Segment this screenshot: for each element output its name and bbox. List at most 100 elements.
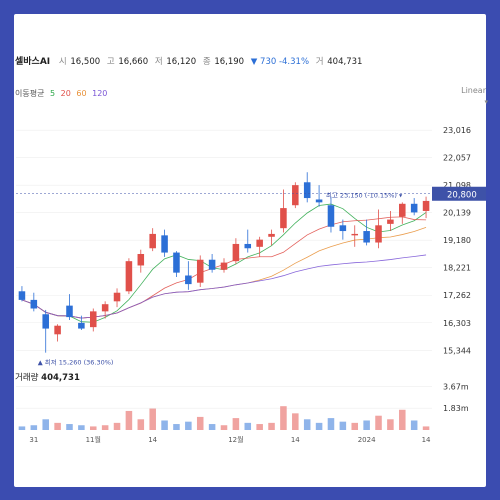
volume-bar — [232, 418, 240, 430]
x-tick-label: 31 — [29, 436, 38, 444]
volume-bar — [185, 421, 192, 430]
candle-body — [363, 231, 370, 243]
volume-bar — [208, 424, 216, 430]
y-tick-label: 15,344 — [443, 346, 471, 355]
volume-bar — [375, 415, 382, 430]
volume-label: 거 — [315, 57, 324, 67]
high-label: 고 — [106, 57, 115, 67]
volume-bar — [137, 419, 145, 430]
volume-tick-label: 1.83m — [443, 404, 469, 413]
candle-body — [42, 314, 49, 329]
ma-5-label[interactable]: 5 — [50, 89, 56, 98]
volume-bar — [422, 426, 430, 430]
volume-bar — [196, 416, 204, 430]
candle-body — [375, 225, 382, 243]
open-label: 시 — [58, 57, 67, 67]
candle-body — [410, 203, 418, 213]
x-tick-label: 14 — [291, 436, 300, 444]
ma-60-label[interactable]: 60 — [76, 89, 87, 98]
candle-body — [268, 233, 275, 237]
volume-tick-label: 3.67m — [443, 382, 469, 391]
volume-bar — [256, 424, 263, 430]
candle-body — [351, 233, 359, 236]
candle-body — [208, 259, 216, 270]
volume-bar — [399, 409, 406, 430]
y-tick-label: 17,262 — [443, 291, 471, 300]
change-value: ▼ 730 -4.31% — [250, 57, 310, 67]
candle-body — [54, 325, 61, 335]
stock-name: 셀바스AI — [15, 57, 51, 67]
volume-total: 404,731 — [41, 373, 80, 383]
x-tick-label: 12월 — [228, 435, 243, 444]
ma-legend-title: 이동평균 — [15, 89, 45, 98]
x-tick-label: 14 — [422, 436, 431, 444]
candle-body — [339, 225, 347, 232]
y-tick-label: 21,098 — [443, 181, 471, 190]
current-price-badge — [432, 186, 486, 201]
candle-body — [315, 199, 323, 203]
current-price-label: 20,800 — [447, 190, 477, 200]
high-value: 16,660 — [118, 57, 149, 67]
candle-body — [78, 322, 85, 329]
volume-title: 거래량 — [15, 373, 39, 383]
volume-bar — [173, 424, 180, 430]
volume-bar — [410, 420, 418, 430]
open-value: 16,500 — [70, 57, 101, 67]
volume-bar — [66, 424, 73, 430]
candle-body — [137, 253, 145, 266]
candle-body — [327, 205, 335, 227]
volume-bar — [78, 425, 85, 430]
volume-bar — [292, 413, 299, 430]
candle-body — [232, 243, 240, 262]
price-header: 셀바스AI 시 16,500 고 16,660 저 16,120 종 16,19… — [15, 54, 475, 70]
volume-bar — [268, 422, 275, 430]
volume-bar — [315, 422, 323, 430]
ma-120-label[interactable]: 120 — [92, 89, 108, 98]
ma-120-line — [21, 254, 427, 319]
y-tick-label: 20,139 — [443, 209, 471, 218]
volume-bar — [363, 420, 370, 430]
candle-body — [125, 261, 133, 292]
low-value: 16,120 — [166, 57, 197, 67]
candle-body — [113, 292, 121, 302]
y-tick-label: 18,221 — [443, 264, 471, 273]
moving-average-legend: 이동평균 5 20 60 120 — [15, 88, 110, 99]
candle-body — [196, 259, 204, 283]
max-price-annotation: 최고 23,150 (-10.15%) ▾ — [326, 190, 403, 199]
candle-body — [18, 291, 26, 300]
volume-bar — [89, 426, 97, 430]
volume-header: 거래량 404,731 — [15, 371, 80, 383]
volume-bar — [327, 418, 335, 430]
candle-body — [185, 275, 192, 285]
volume-bar — [220, 425, 228, 430]
volume-bar — [387, 419, 394, 430]
volume-bar — [149, 408, 156, 430]
candle-body — [422, 200, 430, 211]
ma-20-label[interactable]: 20 — [60, 89, 71, 98]
volume-bar — [161, 420, 168, 430]
y-tick-label: 23,016 — [443, 126, 471, 135]
y-tick-label: 22,057 — [443, 154, 471, 163]
candle-body — [149, 233, 156, 249]
close-value: 16,190 — [214, 57, 245, 67]
candle-body — [292, 185, 299, 206]
x-tick-label: 11월 — [86, 435, 101, 444]
x-tick-label: 2024 — [358, 436, 376, 444]
chevron-down-icon: ▾ — [484, 98, 488, 106]
candle-body — [30, 299, 38, 309]
candle-body — [303, 182, 311, 199]
candle-body — [220, 262, 228, 270]
close-label: 종 — [202, 57, 211, 67]
candle-body — [89, 311, 97, 328]
scale-mode-button[interactable]: Linear — [461, 86, 486, 95]
candle-body — [66, 305, 73, 318]
candle-body — [101, 304, 109, 312]
volume-bar — [339, 421, 347, 430]
y-tick-label: 19,180 — [443, 236, 471, 245]
volume-value: 404,731 — [327, 57, 363, 67]
candle-body — [280, 208, 287, 229]
volume-bar — [101, 425, 109, 430]
low-label: 저 — [154, 57, 163, 67]
candle-body — [244, 243, 252, 249]
